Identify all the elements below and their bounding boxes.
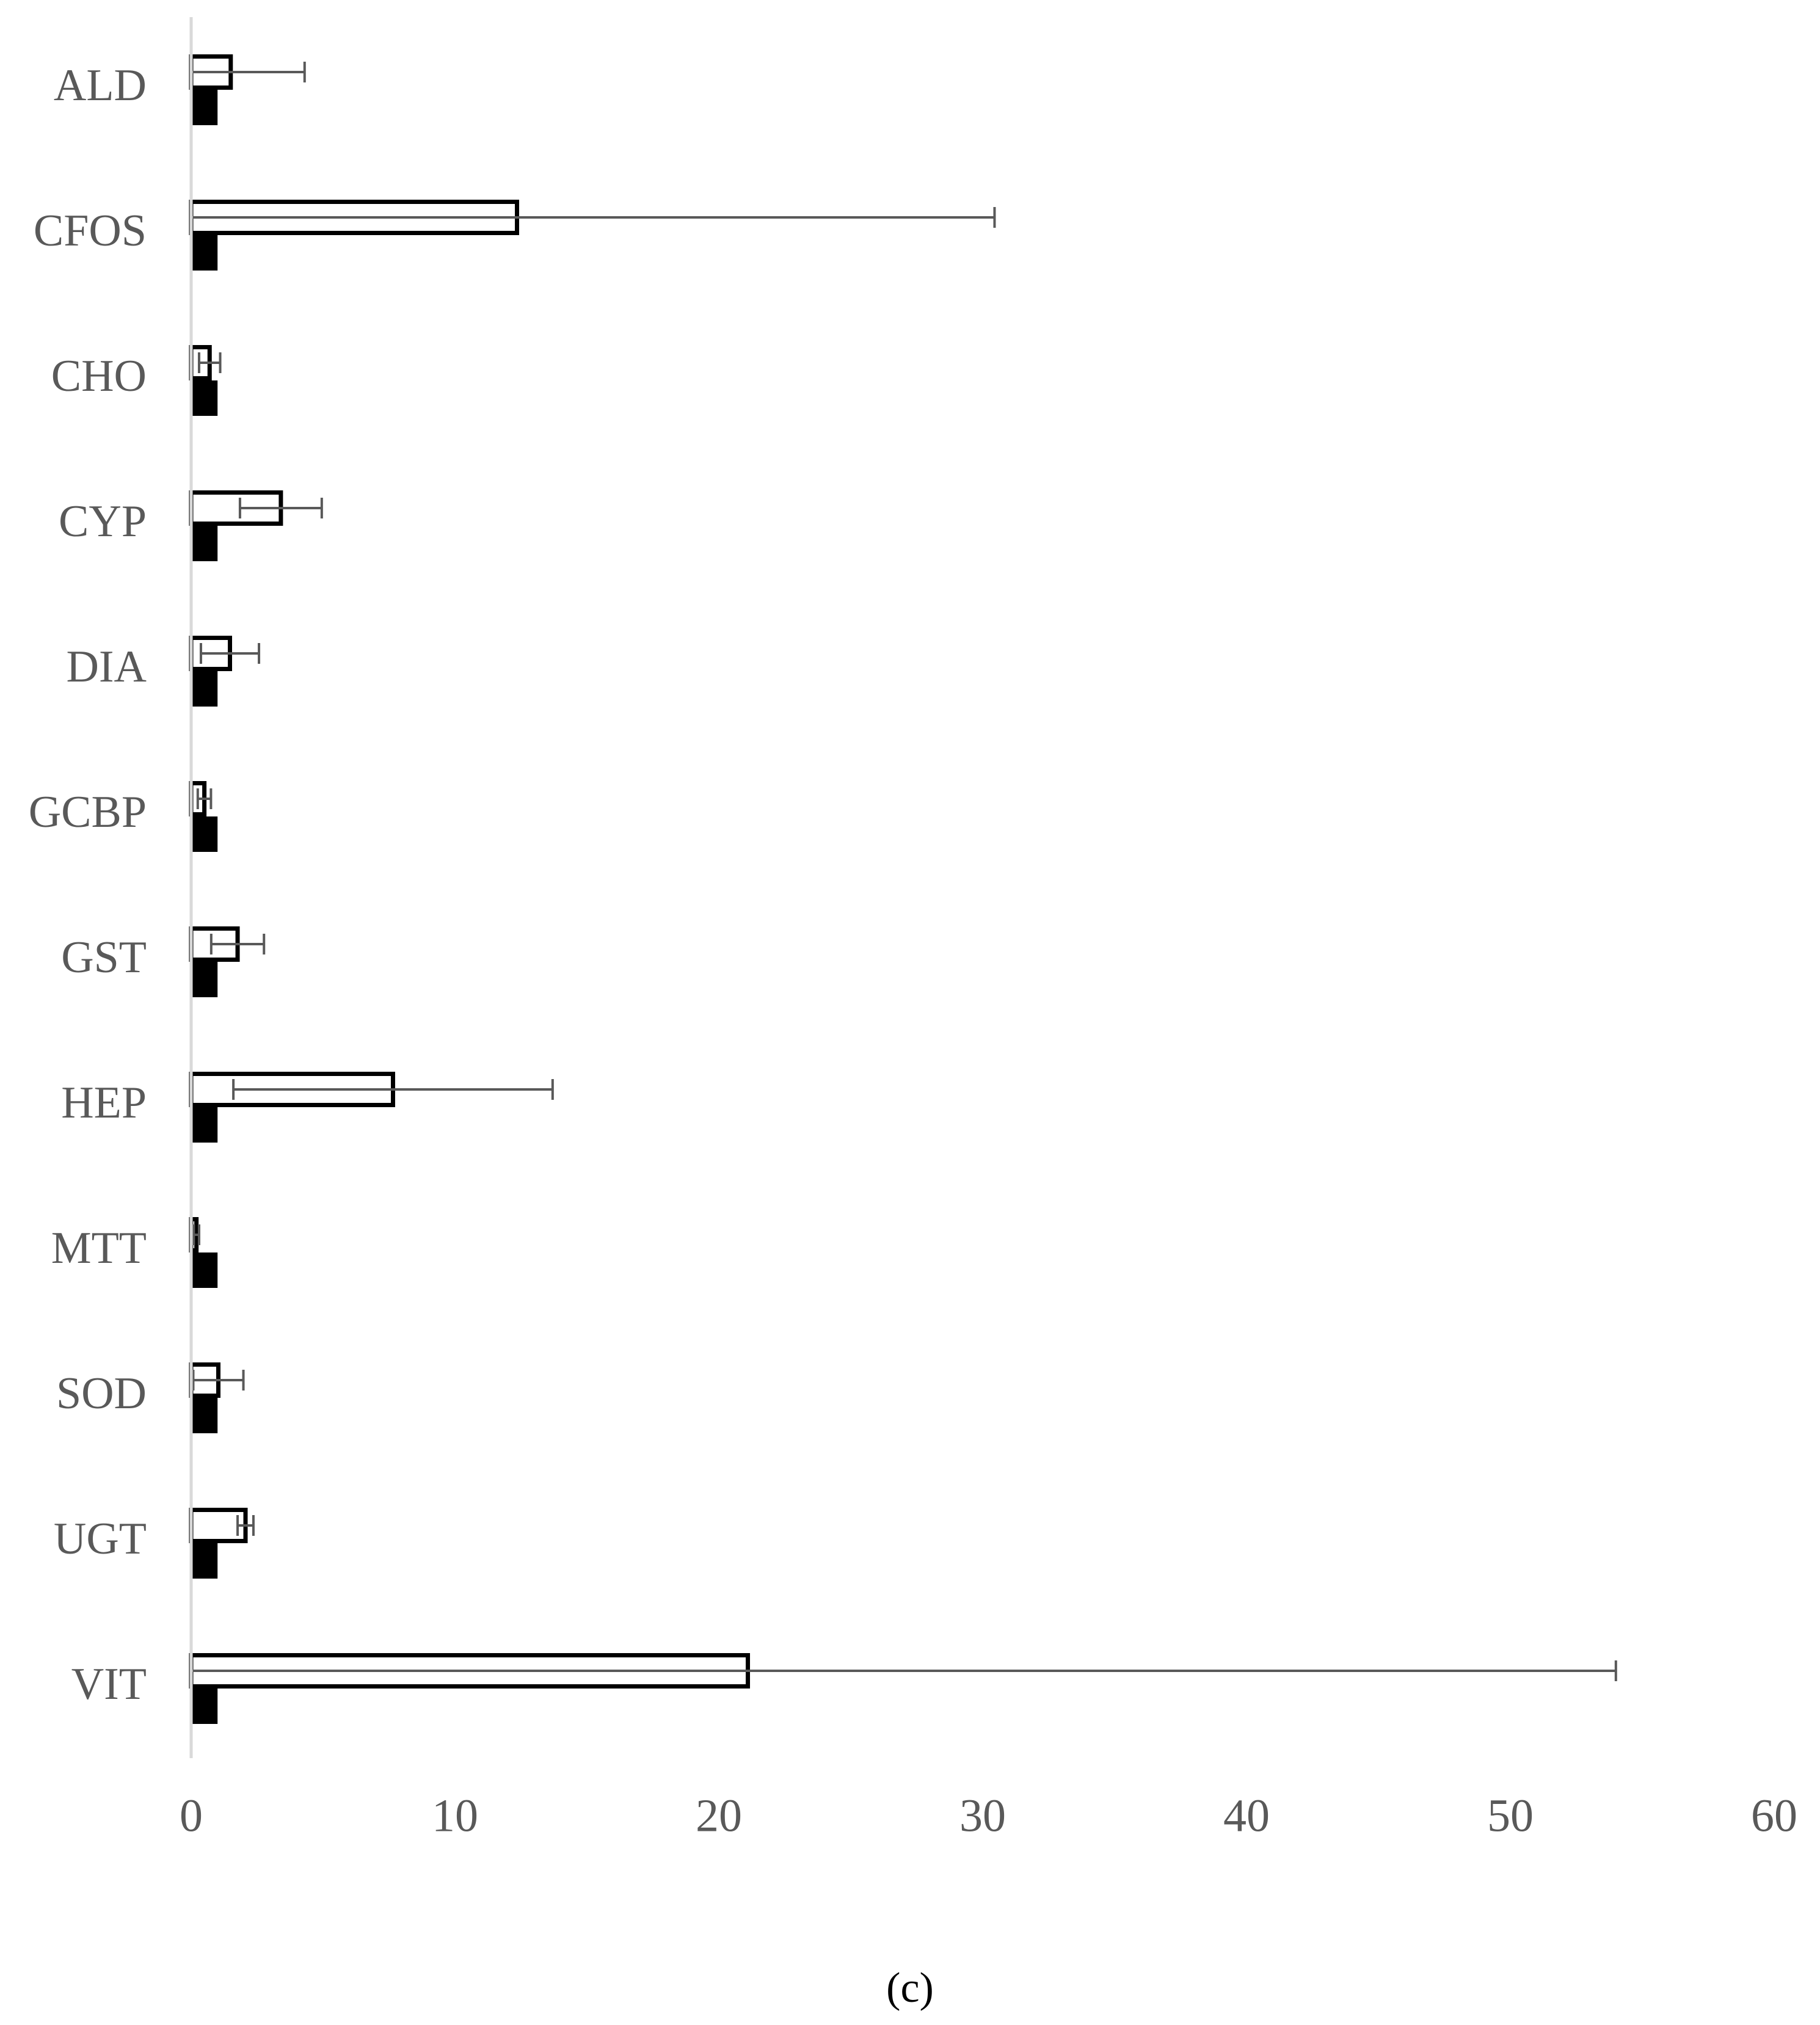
y-tick-label: GST [61,933,147,983]
y-tick-label: DIA [66,642,147,692]
y-tick-label: ALD [54,60,147,111]
bar [191,1398,218,1433]
x-tick-label: 40 [1223,1790,1270,1841]
y-tick-label: UGT [54,1514,147,1564]
error-bar [191,207,996,228]
error-bar [196,788,213,809]
bar [191,816,218,852]
y-tick-label: CFOS [34,206,147,256]
error-bar [191,1660,1617,1681]
error-bar [192,1370,245,1391]
error-bar [209,934,266,954]
bar [191,235,218,271]
y-tick-label: VIT [71,1659,147,1709]
bar [191,671,218,707]
bar [191,380,218,416]
bar [191,1543,218,1579]
y-tick-label: HEP [61,1078,147,1128]
y-tick-label: SOD [56,1369,147,1419]
y-tick-label: MTT [51,1223,147,1273]
bar [191,962,218,997]
x-tick-label: 0 [180,1790,203,1841]
x-tick-label: 10 [432,1790,478,1841]
x-tick-label: 30 [959,1790,1006,1841]
error-bar [197,352,222,373]
bar [191,1689,218,1724]
y-tick-label: CHO [51,351,147,401]
error-bar [192,1224,200,1245]
x-tick-label: 20 [696,1790,742,1841]
x-tick-label: 50 [1487,1790,1534,1841]
error-bar [191,62,306,82]
error-bar [238,498,323,518]
bar [191,1107,218,1143]
error-bar [236,1515,255,1536]
bar [191,90,218,125]
x-tick-label: 60 [1751,1790,1797,1841]
caption: (c) [886,1965,934,2012]
y-tick-label: GCBP [29,787,147,837]
y-tick-label: CYP [59,496,147,547]
bar [191,526,218,561]
bar [191,1252,218,1288]
error-bar [199,643,261,664]
error-bar [232,1079,554,1100]
